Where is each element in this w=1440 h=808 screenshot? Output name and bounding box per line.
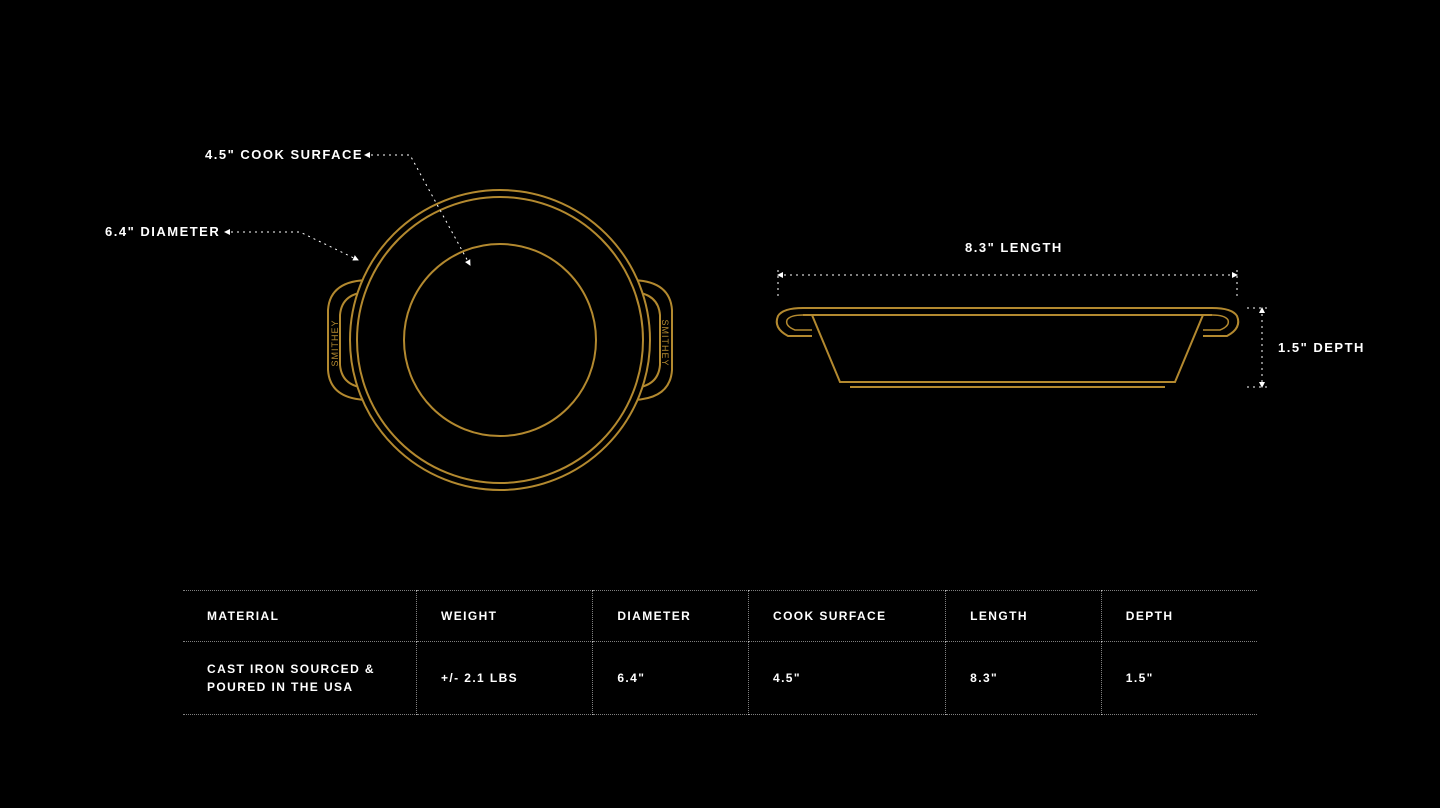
diameter-label: 6.4" DIAMETER xyxy=(105,224,220,239)
th-diameter: DIAMETER xyxy=(593,591,749,642)
cook-surface-label: 4.5" COOK SURFACE xyxy=(205,147,363,162)
th-weight: WEIGHT xyxy=(416,591,592,642)
td-length: 8.3" xyxy=(946,642,1102,715)
th-depth: DEPTH xyxy=(1101,591,1257,642)
td-weight: +/- 2.1 LBS xyxy=(416,642,592,715)
svg-text:SMITHEY: SMITHEY xyxy=(330,319,340,366)
spec-table: MATERIAL WEIGHT DIAMETER COOK SURFACE LE… xyxy=(183,590,1257,715)
side-view xyxy=(777,308,1239,387)
th-cook: COOK SURFACE xyxy=(749,591,946,642)
table-header-row: MATERIAL WEIGHT DIAMETER COOK SURFACE LE… xyxy=(183,591,1257,642)
length-label: 8.3" LENGTH xyxy=(965,240,1063,255)
table-row: CAST IRON SOURCED & POURED IN THE USA +/… xyxy=(183,642,1257,715)
depth-label: 1.5" DEPTH xyxy=(1278,340,1365,355)
td-cook: 4.5" xyxy=(749,642,946,715)
td-diameter: 6.4" xyxy=(593,642,749,715)
th-length: LENGTH xyxy=(946,591,1102,642)
td-material: CAST IRON SOURCED & POURED IN THE USA xyxy=(183,642,416,715)
technical-drawing: SMITHEY SMITHEY xyxy=(0,100,1440,530)
top-view: SMITHEY SMITHEY xyxy=(328,190,672,490)
diagram-area: SMITHEY SMITHEY xyxy=(0,100,1440,530)
th-material: MATERIAL xyxy=(183,591,416,642)
svg-text:SMITHEY: SMITHEY xyxy=(660,319,670,366)
td-depth: 1.5" xyxy=(1101,642,1257,715)
